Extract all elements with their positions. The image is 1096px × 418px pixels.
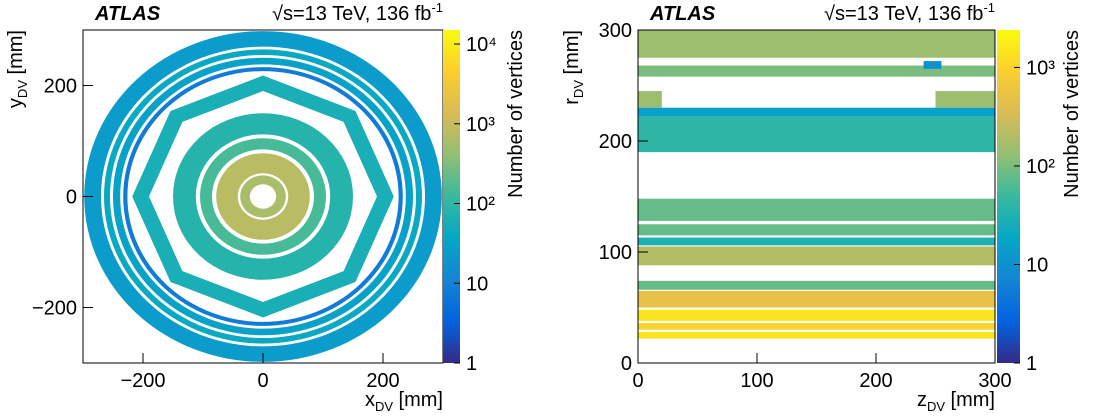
energy-sup: -1 [431, 0, 443, 15]
colorbar-tick-label: 10 [466, 273, 488, 295]
x-label: zDV [mm] [917, 389, 995, 414]
experiment-label: ATLAS [649, 3, 716, 25]
axis-unit: [mm] [945, 389, 995, 411]
y-tick-label: 200 [44, 76, 77, 98]
vertex-band [638, 309, 995, 321]
axis-sub: DV [927, 399, 945, 414]
vertex-band [638, 116, 995, 153]
y-label: yDV [mm] [5, 30, 30, 108]
axis-symbol: x [365, 389, 375, 411]
colorbar [443, 30, 460, 363]
energy-label: √s=13 TeV, 136 fb-1 [824, 0, 995, 25]
energy-sup: -1 [983, 0, 995, 15]
vertex-band [638, 224, 995, 236]
axis-unit: [mm] [561, 30, 583, 80]
vertex-band [638, 30, 995, 58]
vertex-band [923, 61, 942, 69]
y-label: rDV [mm] [561, 30, 586, 105]
x-tick-label: 200 [859, 370, 892, 392]
y-tick-label: 100 [599, 242, 632, 264]
colorbar-tick-label: 10³ [466, 114, 495, 136]
axis-sub: DV [375, 399, 393, 414]
plot-frame [637, 29, 996, 364]
y-tick-label: 0 [66, 187, 77, 209]
x-tick-label: 200 [366, 370, 399, 392]
vertex-ring [240, 175, 286, 218]
experiment-label: ATLAS [94, 3, 161, 25]
vertex-band [638, 198, 995, 221]
colorbar-tick-label: 1 [1026, 353, 1037, 375]
y-tick-label: −200 [32, 298, 77, 320]
vertex-band [638, 280, 995, 290]
axis-unit: [mm] [5, 30, 27, 80]
axis-unit: [mm] [393, 389, 443, 411]
colorbar-title: Number of vertices [505, 30, 527, 198]
vertex-band [638, 290, 995, 308]
x-tick-label: 300 [978, 370, 1011, 392]
vertex-band [638, 246, 995, 266]
colorbar-title: Number of vertices [1061, 30, 1083, 198]
energy-text: √s=13 TeV, 136 fb [272, 3, 431, 25]
axis-sub: DV [571, 80, 586, 98]
axis-sub: DV [15, 80, 30, 98]
colorbar [997, 30, 1020, 363]
vertex-band [638, 91, 662, 108]
y-tick-label: 0 [621, 353, 632, 375]
energy-label: √s=13 TeV, 136 fb-1 [272, 0, 443, 25]
vertex-band [638, 107, 995, 117]
x-tick-label: 0 [257, 370, 268, 392]
x-tick-label: 100 [740, 370, 773, 392]
axis-symbol: r [561, 98, 583, 105]
colorbar-tick-label: 10³ [1026, 57, 1055, 79]
vertex-band [638, 65, 995, 77]
y-tick-label: 200 [599, 131, 632, 153]
vertex-band [935, 91, 995, 108]
vertex-band [638, 323, 995, 330]
x-tick-label: −200 [120, 370, 165, 392]
colorbar-tick-label: 10 [1026, 254, 1048, 276]
colorbar-tick-label: 1 [466, 353, 477, 375]
energy-text: √s=13 TeV, 136 fb [824, 3, 983, 25]
vertex-band [638, 237, 995, 246]
axis-symbol: z [917, 389, 927, 411]
x-label: xDV [mm] [365, 389, 443, 414]
x-tick-label: 0 [632, 370, 643, 392]
y-tick-label: 300 [599, 20, 632, 42]
vertex-ring [216, 153, 310, 240]
colorbar-tick-label: 10² [466, 194, 495, 216]
colorbar-tick-label: 10⁴ [466, 34, 497, 56]
vertex-band [638, 331, 995, 339]
colorbar-tick-label: 10² [1026, 156, 1055, 178]
axis-symbol: y [5, 98, 27, 108]
